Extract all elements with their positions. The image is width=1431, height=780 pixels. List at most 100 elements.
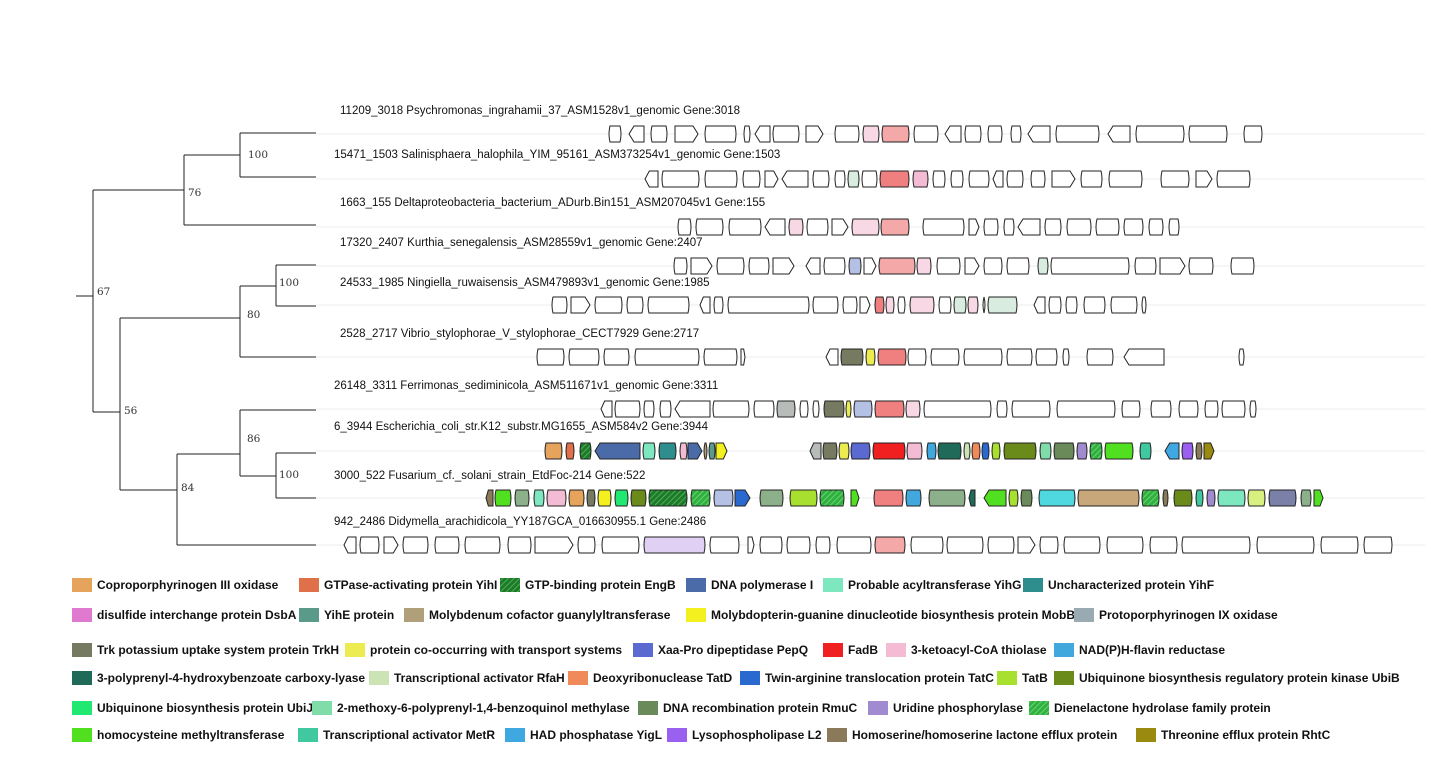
gene-arrow	[568, 348, 600, 366]
gene-arrow	[1141, 489, 1160, 507]
gene-arrow	[630, 489, 647, 507]
gene-arrow	[1300, 489, 1312, 507]
gene-arrow	[1148, 218, 1164, 236]
gene-arrow	[1160, 170, 1190, 188]
gene-arrow	[907, 348, 927, 366]
gene-arrow	[1188, 257, 1214, 275]
gene-arrow	[1076, 442, 1088, 460]
gene-arrow	[743, 125, 751, 143]
gene-arrow	[628, 125, 645, 143]
gene-arrow	[874, 296, 885, 314]
gene-arrow	[1010, 125, 1022, 143]
gene-arrow	[879, 170, 910, 188]
gene-arrow	[383, 536, 399, 554]
legend-label: Trk potassium uptake system protein TrkH	[97, 643, 339, 657]
gene-arrow	[507, 536, 532, 554]
legend-label: Probable acyltransferase YihG	[848, 578, 1021, 592]
gene-arrow	[742, 170, 761, 188]
gene-arrow	[677, 218, 692, 236]
gene-arrow	[850, 489, 860, 507]
gene-arrow	[822, 442, 838, 460]
gene-arrow	[873, 489, 904, 507]
gene-arrow	[809, 442, 822, 460]
legend-swatch	[886, 643, 906, 657]
gene-arrow	[1020, 489, 1033, 507]
legend-swatch	[299, 578, 319, 592]
gene-arrow	[343, 536, 357, 554]
legend-swatch	[686, 578, 706, 592]
gene-arrow	[1006, 348, 1033, 366]
gene-arrow	[1065, 296, 1078, 314]
gene-arrow	[971, 442, 981, 460]
gene-arrow	[597, 489, 612, 507]
legend-swatch	[868, 701, 888, 715]
bootstrap-value: 56	[124, 405, 138, 417]
legend-swatch	[740, 671, 760, 685]
legend-label: Ubiquinone biosynthesis protein UbiJ	[97, 701, 313, 715]
gene-arrow	[950, 170, 964, 188]
gene-arrow	[1195, 489, 1204, 507]
gene-arrow	[1256, 536, 1315, 554]
gene-arrow	[608, 125, 622, 143]
gene-arrow	[1123, 218, 1144, 236]
legend-label: Protoporphyrinogen IX oxidase	[1099, 608, 1278, 622]
gene-arrow	[823, 257, 846, 275]
gene-arrow	[825, 348, 839, 366]
gene-arrow	[1055, 125, 1100, 143]
gene-arrow	[603, 348, 630, 366]
legend-swatch	[1054, 671, 1074, 685]
legend-swatch	[1074, 608, 1094, 622]
taxon-label: 17320_2407 Kurthia_senegalensis_ASM28559…	[340, 237, 703, 249]
gene-arrow	[805, 257, 821, 275]
taxon-label: 24533_1985 Ningiella_ruwaisensis_ASM4798…	[340, 277, 710, 289]
gene-arrow	[1006, 170, 1024, 188]
legend-label: Transcriptional activator RfaH	[394, 671, 565, 685]
gene-arrow	[788, 218, 804, 236]
gene-arrow	[862, 125, 880, 143]
legend-label: Homoserine/homoserine lactone efflux pro…	[852, 728, 1117, 742]
gene-arrow	[754, 125, 771, 143]
gene-arrow	[912, 170, 929, 188]
gene-arrow	[983, 257, 1003, 275]
gene-arrow	[709, 536, 740, 554]
gene-arrow	[776, 400, 796, 418]
gene-arrow	[877, 348, 907, 366]
gene-arrow	[930, 348, 960, 366]
gene-arrow	[1108, 170, 1143, 188]
gene-arrow	[938, 296, 952, 314]
gene-arrow	[786, 536, 811, 554]
gene-arrow	[1003, 218, 1015, 236]
gene-arrow	[690, 257, 713, 275]
legend-swatch	[404, 608, 424, 622]
legend-label: DNA polymerase I	[711, 578, 813, 592]
legend-swatch	[505, 728, 525, 742]
gene-arrow	[642, 442, 656, 460]
legend-label: FadB	[848, 643, 878, 657]
gene-arrow	[1080, 170, 1103, 188]
bootstrap-value: 67	[97, 286, 110, 298]
gene-arrow	[1050, 257, 1130, 275]
gene-arrow	[909, 296, 935, 314]
gene-arrow	[626, 296, 644, 314]
gene-arrow	[740, 348, 746, 366]
gene-arrow	[1203, 442, 1215, 460]
gene-arrow	[1168, 218, 1180, 236]
gene-arrow	[713, 296, 724, 314]
gene-arrow	[1095, 218, 1120, 236]
legend-swatch	[638, 701, 658, 715]
gene-arrow	[579, 442, 592, 460]
gene-arrow	[402, 536, 429, 554]
gene-arrow	[880, 218, 910, 236]
gene-arrow	[806, 218, 829, 236]
gene-arrow	[842, 296, 858, 314]
gene-arrow	[859, 296, 871, 314]
gene-arrow	[772, 257, 795, 275]
gene-arrow	[1123, 348, 1165, 366]
gene-arrow	[983, 489, 1007, 507]
legend-label: Xaa-Pro dipeptidase PepQ	[658, 643, 808, 657]
gene-arrow	[834, 170, 846, 188]
gene-arrow	[926, 442, 937, 460]
gene-arrow	[968, 170, 990, 188]
gene-arrow	[910, 536, 944, 554]
